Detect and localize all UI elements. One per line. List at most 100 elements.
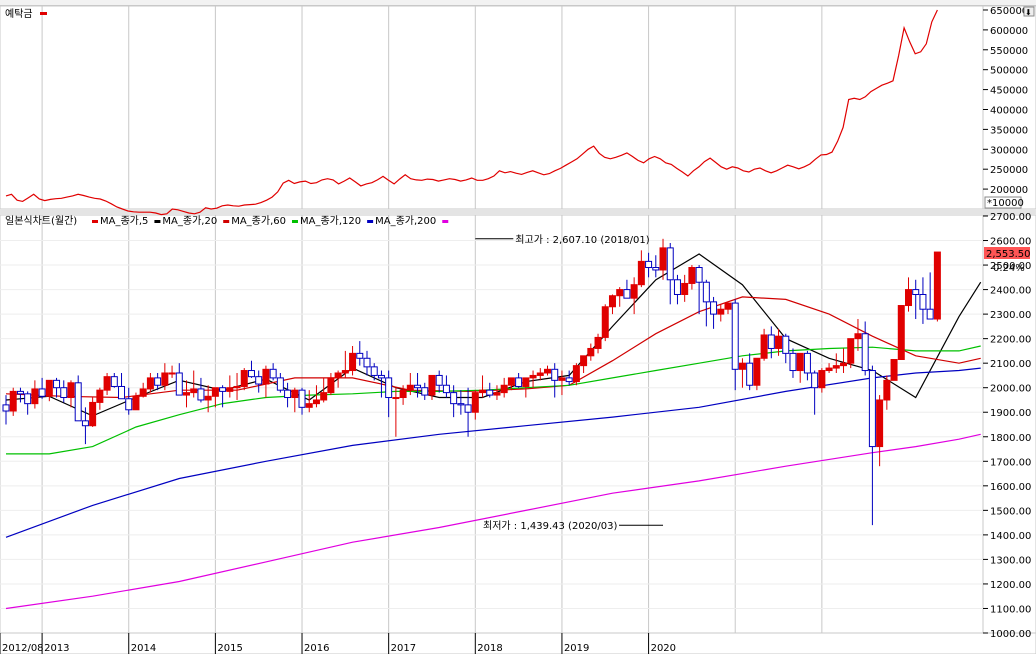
deposit-legend-marker bbox=[40, 12, 47, 15]
legend-label: MA_종가,120 bbox=[300, 215, 361, 227]
candle-body bbox=[868, 370, 876, 448]
candle-body bbox=[197, 388, 205, 401]
candle-body bbox=[572, 365, 580, 383]
candle-body bbox=[652, 267, 660, 271]
candle-body bbox=[854, 333, 862, 340]
candle-body bbox=[276, 377, 284, 391]
candle-body bbox=[616, 289, 624, 297]
candle-body bbox=[536, 372, 544, 376]
candle-body bbox=[861, 333, 869, 372]
candle-body bbox=[341, 370, 349, 374]
candle-body bbox=[818, 370, 826, 389]
candle-body bbox=[262, 368, 270, 385]
legend-swatch bbox=[223, 220, 230, 223]
main-tick-label: 2200.00 bbox=[990, 335, 1031, 346]
legend-swatch bbox=[291, 220, 298, 223]
x-tick-label: 2013 bbox=[44, 643, 69, 654]
candle-body bbox=[81, 420, 89, 427]
deposit-tick-label: 450000 bbox=[990, 86, 1028, 97]
grid-lines bbox=[0, 6, 983, 633]
x-axis-band bbox=[0, 632, 1036, 654]
candle-body bbox=[457, 403, 465, 406]
main-tick-label: 1800.00 bbox=[990, 433, 1031, 444]
candle-body bbox=[38, 388, 46, 397]
candle-body bbox=[240, 370, 248, 387]
candle-body bbox=[471, 392, 479, 413]
candle-body bbox=[363, 357, 371, 368]
candle-body bbox=[442, 384, 450, 394]
candle-body bbox=[659, 247, 667, 271]
deposit-tick-label: 550000 bbox=[990, 46, 1028, 57]
candle-body bbox=[312, 399, 320, 405]
main-tick-label: 2400.00 bbox=[990, 286, 1031, 297]
candle-body bbox=[450, 392, 458, 405]
candle-body bbox=[211, 387, 219, 397]
candle-body bbox=[890, 358, 898, 381]
candle-body bbox=[118, 385, 126, 400]
candle-body bbox=[789, 352, 797, 372]
candle-body bbox=[96, 389, 104, 403]
collapse-button[interactable] bbox=[1023, 6, 1035, 17]
candle-body bbox=[334, 372, 342, 379]
candle-body bbox=[493, 392, 501, 396]
candle-body bbox=[284, 389, 292, 399]
candle-body bbox=[702, 281, 710, 303]
main-tick-label: 2700.00 bbox=[990, 212, 1031, 223]
candle-body bbox=[666, 247, 674, 281]
candle-body bbox=[421, 387, 429, 396]
main-tick-label: 1500.00 bbox=[990, 506, 1031, 517]
main-tick-label: 2000.00 bbox=[990, 384, 1031, 395]
candle-body bbox=[291, 389, 299, 399]
candle-body bbox=[31, 388, 39, 405]
candle-body bbox=[399, 389, 407, 399]
candle-body bbox=[305, 403, 313, 408]
last-change-value: 0.24% bbox=[993, 263, 1025, 274]
candle-body bbox=[139, 388, 147, 397]
candle-body bbox=[486, 389, 494, 396]
candle-body bbox=[811, 372, 819, 389]
main-tick-label: 2600.00 bbox=[990, 237, 1031, 248]
candle-body bbox=[110, 376, 118, 387]
candle-body bbox=[522, 377, 530, 387]
candle-body bbox=[507, 377, 515, 386]
candle-body bbox=[103, 376, 111, 391]
candle-body bbox=[53, 379, 61, 389]
candle-body bbox=[767, 334, 775, 349]
candle-body bbox=[67, 382, 75, 399]
main-tick-label: 1400.00 bbox=[990, 531, 1031, 542]
main-tick-label: 2100.00 bbox=[990, 359, 1031, 370]
candle-body bbox=[919, 293, 927, 310]
candle-body bbox=[392, 397, 400, 400]
candle-body bbox=[551, 368, 559, 381]
main-tick-label: 1600.00 bbox=[990, 482, 1031, 493]
deposit-scale-note: *10000 bbox=[987, 198, 1024, 209]
candle-body bbox=[269, 368, 277, 379]
candle-body bbox=[710, 301, 718, 315]
main-tick-label: 1200.00 bbox=[990, 580, 1031, 591]
candle-body bbox=[587, 347, 595, 357]
deposit-axis bbox=[982, 5, 1036, 210]
last-price-value: 2,553.50 bbox=[986, 249, 1031, 260]
candle-body bbox=[125, 398, 133, 411]
candle-body bbox=[60, 387, 68, 399]
x-tick-label: 2012/08 bbox=[2, 643, 44, 654]
candle-body bbox=[435, 374, 443, 386]
candle-body bbox=[356, 352, 364, 359]
candle-body bbox=[601, 306, 609, 338]
deposit-tick-label: 300000 bbox=[990, 145, 1028, 156]
deposit-series bbox=[5, 9, 938, 216]
legend-label: MA_종가,200 bbox=[375, 215, 436, 227]
candle-body bbox=[9, 390, 17, 412]
candle-body bbox=[464, 404, 472, 413]
candle-body bbox=[500, 384, 508, 394]
candle-body bbox=[24, 393, 32, 405]
x-tick-label: 2014 bbox=[131, 643, 156, 654]
main-tick-label: 2300.00 bbox=[990, 310, 1031, 321]
high-annotation: 최고가 : 2,607.10 (2018/01) bbox=[475, 234, 650, 246]
deposit-y-ticks: 200000 250000 300000 350000 400000 450000 5000… bbox=[983, 6, 1028, 196]
last-price-badge bbox=[984, 247, 1030, 259]
candle-body bbox=[558, 377, 566, 381]
main-tick-label: 2500.00 bbox=[990, 261, 1031, 272]
candle-body bbox=[688, 267, 696, 284]
